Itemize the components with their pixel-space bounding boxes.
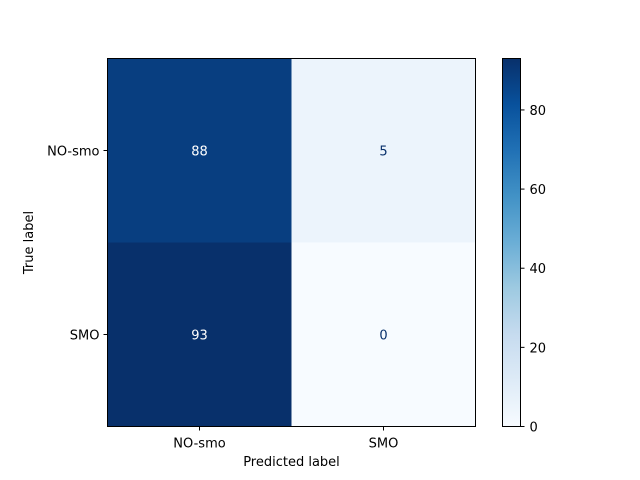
cell-value-label: 93 (191, 329, 208, 344)
colorbar-tick-label: 80 (530, 104, 547, 119)
x-tick-label: SMO (369, 437, 399, 452)
cell-value-labels: 88 5 93 0 (191, 145, 387, 344)
x-axis-ticks: NO-smo SMO (173, 426, 399, 452)
plot-frame (107, 58, 476, 427)
y-axis-ticks: NO-smo SMO (47, 145, 108, 344)
matrix-cell (107, 58, 292, 243)
x-axis-label: Predicted label (243, 455, 340, 470)
plot-area: 88 5 93 0 (107, 58, 476, 427)
colorbar-tick-label: 40 (530, 262, 547, 277)
cell-value-label: 0 (379, 329, 387, 344)
x-tick-label: NO-smo (173, 437, 225, 452)
matrix-cell (291, 242, 476, 427)
colorbar-tick-label: 20 (530, 341, 547, 356)
cell-value-label: 5 (379, 145, 387, 160)
colorbar-ticks: 0 20 40 60 80 (520, 104, 547, 436)
y-tick-label: NO-smo (47, 145, 99, 160)
colorbar: 0 20 40 60 80 (502, 58, 547, 436)
colorbar-tick-label: 0 (530, 421, 538, 436)
cell-value-label: 88 (191, 145, 208, 160)
matrix-cells (107, 58, 476, 427)
matrix-cell (291, 58, 476, 243)
y-axis-label: True label (22, 211, 37, 275)
colorbar-tick-label: 60 (530, 183, 547, 198)
y-tick-label: SMO (70, 329, 100, 344)
colorbar-gradient (502, 58, 521, 427)
matrix-cell (107, 242, 292, 427)
